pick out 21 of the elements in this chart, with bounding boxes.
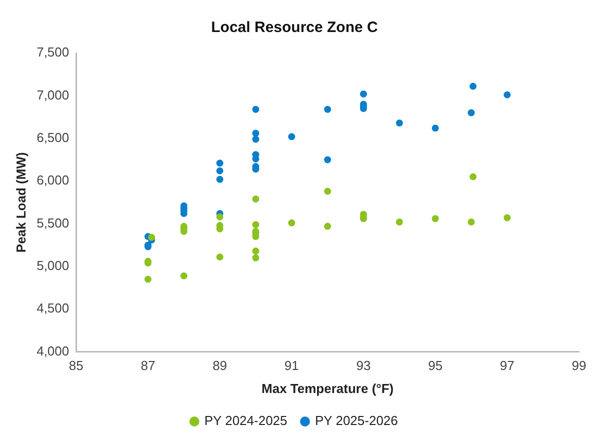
y-tick-label: 4,500 <box>36 300 70 316</box>
y-tick-label: 6,000 <box>36 172 70 188</box>
legend-label: PY 2024-2025 <box>204 413 288 428</box>
x-tick-label: 93 <box>356 358 371 374</box>
y-tick-label: 5,500 <box>36 215 70 230</box>
y-tick-label: 7,000 <box>36 87 70 102</box>
legend-label: PY 2025-2026 <box>315 413 398 428</box>
x-tick-label: 87 <box>140 358 156 374</box>
y-tick-label: 4,000 <box>36 343 70 358</box>
x-axis-title: Max Temperature (°F) <box>262 380 394 396</box>
y-axis-title: Peak Load (MW) <box>13 152 28 253</box>
chart-title: Local Resource Zone C <box>211 19 378 36</box>
x-tick-label: 97 <box>500 358 514 374</box>
y-tick-label: 7,500 <box>36 44 70 60</box>
x-tick-label: 95 <box>428 358 443 374</box>
x-tick-label: 99 <box>572 358 586 374</box>
x-tick-label: 89 <box>212 358 228 374</box>
x-tick-label: 85 <box>68 358 84 374</box>
y-tick-label: 5,000 <box>36 258 70 274</box>
x-tick-label: 91 <box>284 358 299 374</box>
y-tick-label: 6,500 <box>36 130 70 145</box>
